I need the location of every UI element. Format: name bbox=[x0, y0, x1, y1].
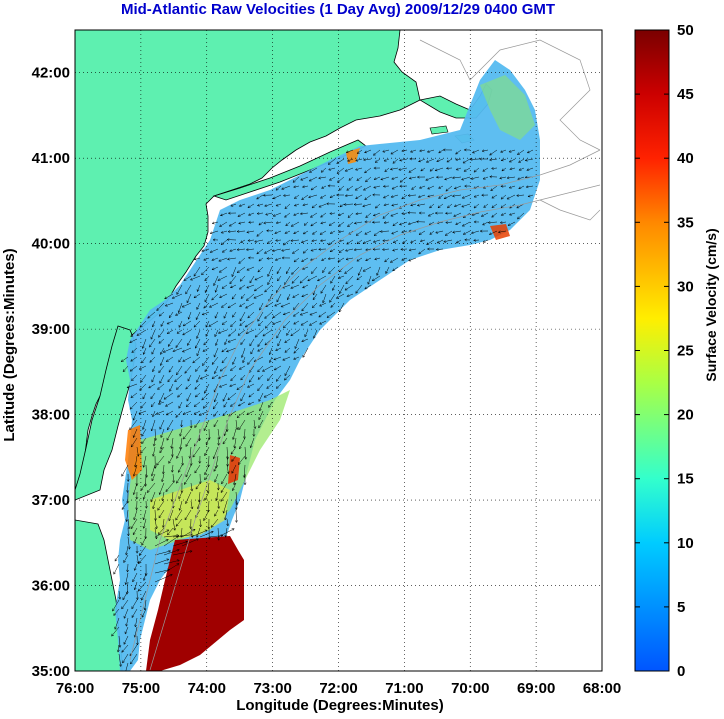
x-tick-label: 71:00 bbox=[385, 680, 423, 697]
x-tick-label: 69:00 bbox=[517, 680, 555, 697]
colorbar-tick-label: 35 bbox=[677, 214, 694, 231]
colorbar bbox=[635, 30, 669, 671]
x-tick-label: 68:00 bbox=[583, 680, 621, 697]
y-tick-label: 40:00 bbox=[32, 236, 70, 253]
x-axis-label: Longitude (Degrees:Minutes) bbox=[236, 697, 444, 714]
map-title: Mid-Atlantic Raw Velocities (1 Day Avg) … bbox=[121, 1, 555, 18]
y-axis-label: Latitude (Degrees:Minutes) bbox=[1, 248, 18, 441]
colorbar-tick-label: 45 bbox=[677, 86, 694, 103]
y-tick-label: 38:00 bbox=[32, 407, 70, 424]
velocity-vector-head bbox=[124, 672, 125, 675]
y-tick-label: 35:00 bbox=[32, 663, 70, 680]
colorbar-tick-label: 20 bbox=[677, 407, 694, 424]
y-tick-label: 42:00 bbox=[32, 65, 70, 82]
y-tick-label: 39:00 bbox=[32, 321, 70, 338]
colorbar-tick-label: 30 bbox=[677, 278, 694, 295]
colorbar-tick-label: 25 bbox=[677, 343, 694, 360]
colorbar-label: Surface Velocity (cm/s) bbox=[703, 228, 719, 381]
x-tick-labels: 76:00 75:00 74:00 73:00 72:00 71:00 70:00 69:00… bbox=[56, 680, 621, 697]
colorbar-tick-label: 50 bbox=[677, 22, 694, 39]
colorbar-tick-label: 10 bbox=[677, 535, 694, 552]
x-tick-label: 76:00 bbox=[56, 680, 94, 697]
x-tick-label: 70:00 bbox=[451, 680, 489, 697]
x-tick-label: 74:00 bbox=[188, 680, 226, 697]
velocity-vector-head bbox=[125, 673, 127, 675]
y-tick-label: 41:00 bbox=[32, 150, 70, 167]
x-tick-label: 75:00 bbox=[122, 680, 160, 697]
y-tick-labels: 35:00 36:00 37:00 38:00 39:00 40:00 41:00 42:00 bbox=[32, 65, 70, 680]
colorbar-tick-label: 15 bbox=[677, 471, 694, 488]
x-tick-label: 72:00 bbox=[319, 680, 357, 697]
y-tick-label: 37:00 bbox=[32, 492, 70, 509]
colorbar-tick-label: 40 bbox=[677, 150, 694, 167]
colorbar-tick-label: 0 bbox=[677, 663, 685, 680]
y-tick-label: 36:00 bbox=[32, 578, 70, 595]
colorbar-tick-label: 5 bbox=[677, 599, 685, 616]
x-tick-label: 73:00 bbox=[253, 680, 291, 697]
